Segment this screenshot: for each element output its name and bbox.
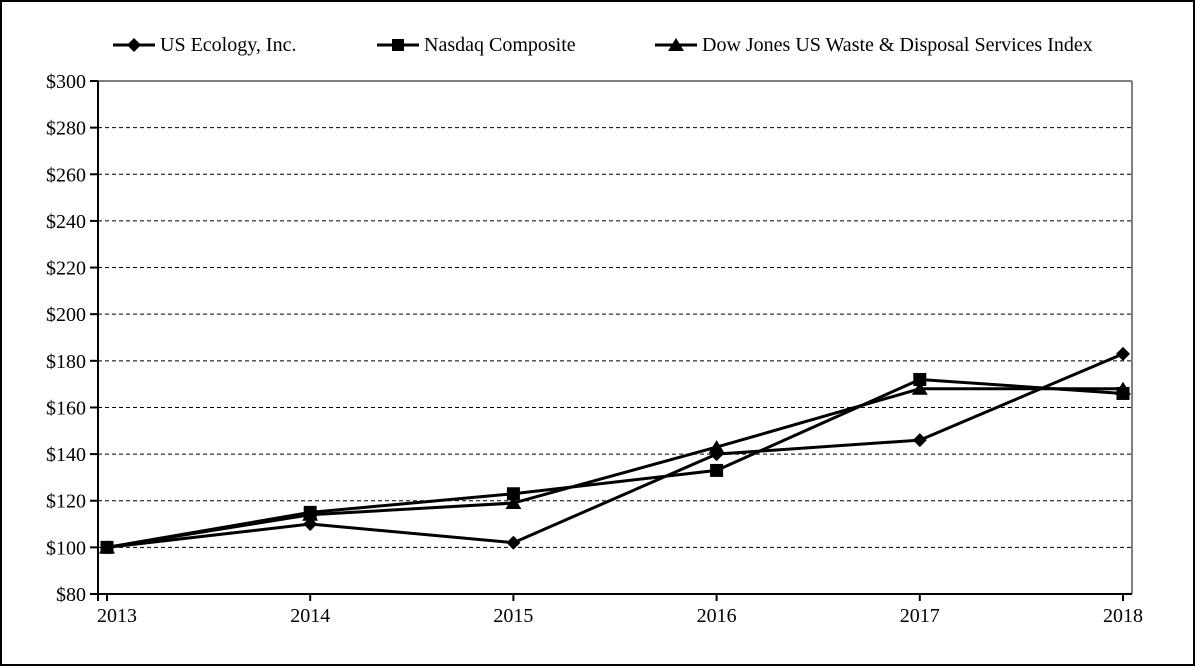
y-tick-label: $200 [46, 304, 86, 326]
y-tick-label: $100 [46, 537, 86, 559]
y-tick-label: $180 [46, 351, 86, 373]
y-tick-label: $80 [56, 584, 86, 606]
diamond-data-marker [506, 535, 521, 550]
legend-item-dow-jones-waste: Dow Jones US Waste & Disposal Services I… [655, 33, 1093, 57]
legend-item-nasdaq: Nasdaq Composite [377, 33, 576, 57]
series-line-0 [106, 352, 1124, 549]
legend-label-nasdaq: Nasdaq Composite [424, 33, 576, 56]
y-tick-label: $300 [46, 71, 86, 93]
x-tick-label: 2018 [1103, 605, 1143, 627]
y-tick-label: $140 [46, 444, 86, 466]
triangle-data-marker [1115, 381, 1131, 395]
x-tick-label: 2016 [697, 605, 737, 627]
legend-label-us-ecology: US Ecology, Inc. [160, 33, 297, 56]
diamond-marker-icon [113, 36, 155, 54]
x-tick-label: 2013 [97, 605, 137, 627]
y-tick-label: $280 [46, 118, 86, 140]
y-tick-label: $120 [46, 491, 86, 513]
triangle-data-marker [708, 440, 725, 454]
series-line-2 [106, 387, 1123, 549]
y-tick-label: $160 [46, 397, 86, 419]
y-tick-label: $260 [46, 164, 86, 186]
square-data-marker [913, 372, 927, 386]
y-tick-label: $220 [46, 258, 86, 280]
series-line-1 [106, 377, 1124, 549]
y-tick-label: $240 [46, 211, 86, 233]
square-data-marker [710, 463, 724, 477]
triangle-data-marker [99, 540, 115, 554]
square-marker-icon [377, 36, 419, 54]
triangle-data-marker [911, 381, 928, 395]
triangle-data-marker [505, 496, 522, 510]
legend-item-us-ecology: US Ecology, Inc. [113, 33, 296, 57]
x-tick-label: 2017 [900, 605, 940, 627]
x-tick-label: 2014 [290, 605, 330, 627]
square-data-marker [506, 487, 520, 501]
triangle-marker-icon [655, 36, 697, 54]
diamond-data-marker [912, 433, 927, 448]
diamond-data-marker [1116, 346, 1130, 361]
legend-label-dow-jones-waste: Dow Jones US Waste & Disposal Services I… [702, 33, 1093, 56]
chart-legend: US Ecology, Inc. Nasdaq Composite Dow Jo… [2, 2, 1193, 62]
triangle-data-marker [302, 507, 319, 521]
x-tick-label: 2015 [493, 605, 533, 627]
